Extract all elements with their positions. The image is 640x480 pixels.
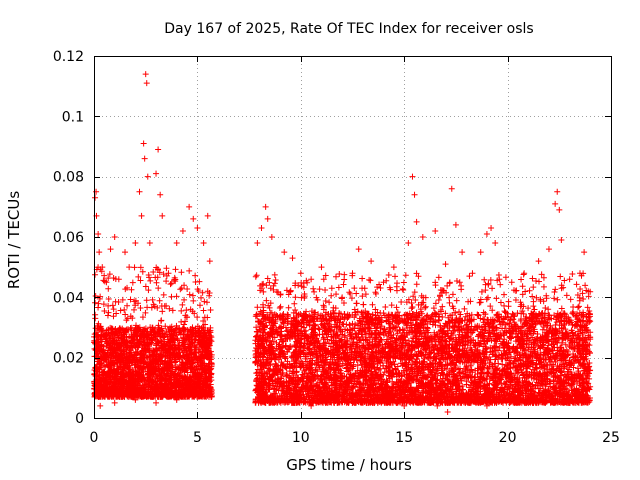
data-point-marker xyxy=(128,327,135,334)
scatter-series-roti xyxy=(91,71,594,415)
chart-title: Day 167 of 2025, Rate Of TEC Index for r… xyxy=(164,21,533,37)
grid-layer xyxy=(94,56,611,418)
